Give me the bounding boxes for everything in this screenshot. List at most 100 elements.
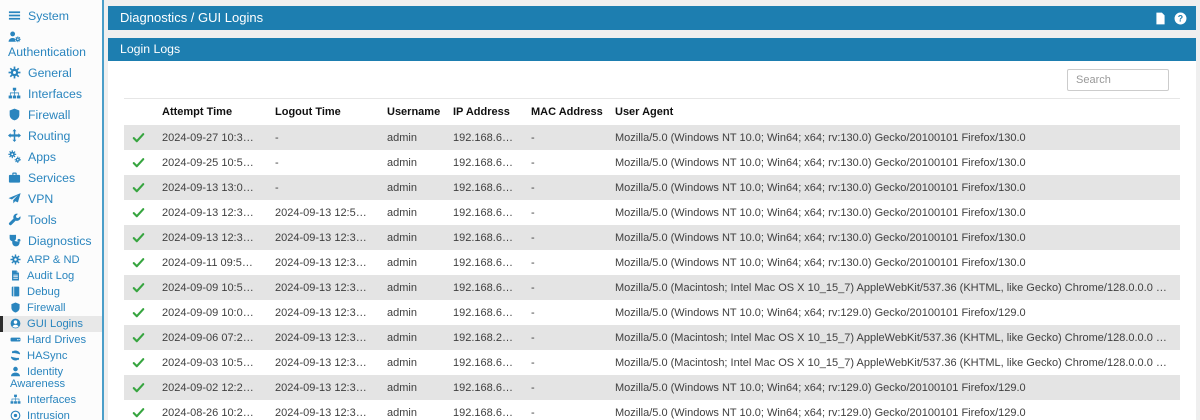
cell-agent: Mozilla/5.0 (Windows NT 10.0; Win64; x64… (615, 256, 1026, 269)
success-check-icon (132, 406, 146, 419)
sidebar-item-general[interactable]: General (0, 63, 102, 84)
sidebar-item-label: Debug (27, 286, 60, 298)
column-header-logout-time: Logout Time (267, 98, 379, 125)
sidebar-item-identity-awareness[interactable]: Identity Awareness (0, 364, 102, 392)
sidebar-item-label: System (28, 9, 69, 23)
sidebar-item-apps[interactable]: Apps (0, 147, 102, 168)
cell-agent: Mozilla/5.0 (Windows NT 10.0; Win64; x64… (615, 131, 1026, 144)
success-check-icon (132, 181, 146, 194)
cell-logout: 2024-09-13 12:59:52 (275, 206, 378, 219)
sidebar-main-nav: System Authentication General Interfaces Fir… (0, 6, 102, 252)
sidebar-item-hasync[interactable]: HASync (0, 348, 102, 364)
cell-logout: 2024-09-13 12:39:32 (275, 281, 378, 294)
cell-ip: 192.168.6.122 (453, 131, 523, 144)
sidebar-item-vpn[interactable]: VPN (0, 189, 102, 210)
login-status-cell (124, 250, 154, 275)
sidebar-item-label: Services (28, 171, 76, 185)
cell-mac: - (531, 131, 535, 144)
cell-agent: Mozilla/5.0 (Windows NT 10.0; Win64; x64… (615, 406, 1026, 419)
sidebar-item-arp-nd[interactable]: ARP & ND (0, 252, 102, 268)
table-row: 2024-09-13 13:00:01- admin 192.168.6.122- M… (124, 175, 1180, 200)
cell-mac: - (531, 231, 535, 244)
cell-logout: - (275, 131, 279, 144)
sidebar-item-diagnostics[interactable]: Diagnostics (0, 231, 102, 252)
cell-attempt: 2024-09-13 13:00:01 (162, 181, 265, 194)
cell-agent: Mozilla/5.0 (Windows NT 10.0; Win64; x64… (615, 206, 1026, 219)
login-status-cell (124, 325, 154, 350)
sidebar-item-tools[interactable]: Tools (0, 210, 102, 231)
breadcrumb: Diagnostics / GUI Logins (120, 10, 264, 25)
cell-ip: 192.168.6.122 (453, 156, 523, 169)
cell-username: admin (387, 206, 417, 219)
cell-attempt: 2024-09-11 09:57:41 (162, 256, 264, 269)
sidebar-item-label: Hard Drives (27, 334, 87, 346)
sidebar-item-intrusion-detection[interactable]: Intrusion Detection (0, 408, 102, 420)
table-row: 2024-09-03 10:59:33 2024-09-13 12:39:32 ad… (124, 350, 1180, 375)
sidebar-item-audit-log[interactable]: Audit Log (0, 268, 102, 284)
help-icon[interactable]: ? (1174, 12, 1187, 25)
sidebar-item-label: Audit Log (27, 270, 75, 282)
column-header-user-agent: User Agent (607, 98, 1180, 125)
table-row: 2024-08-26 10:25:26 2024-09-13 12:39:32 ad… (124, 400, 1180, 420)
sidebar-item-interfaces[interactable]: Interfaces (0, 84, 102, 105)
sidebar-item-debug[interactable]: Debug (0, 284, 102, 300)
breadcrumb-bar: Diagnostics / GUI Logins ? (108, 6, 1196, 30)
login-status-cell (124, 350, 154, 375)
table-row: 2024-09-06 07:26:58 2024-09-13 12:39:32 ad… (124, 325, 1180, 350)
sidebar-item-label: Routing (28, 129, 71, 143)
cell-agent: Mozilla/5.0 (Windows NT 10.0; Win64; x64… (615, 306, 1026, 319)
cell-ip: 192.168.6.122 (453, 306, 523, 319)
sidebar-item-firewall[interactable]: Firewall (0, 105, 102, 126)
sidebar-item-firewall[interactable]: Firewall (0, 300, 102, 316)
sidebar-item-gui-logins[interactable]: GUI Logins (0, 316, 102, 332)
success-check-icon (132, 281, 146, 294)
cell-attempt: 2024-09-06 07:26:58 (162, 331, 265, 344)
sidebar-item-authentication[interactable]: Authentication (0, 27, 102, 63)
sidebar-item-services[interactable]: Services (0, 168, 102, 189)
cell-ip: 192.168.6.55 (453, 281, 518, 294)
sidebar-diagnostics-subnav: ARP & ND Audit Log Debug Firewall GUI Logins… (0, 252, 102, 420)
cell-logout: - (275, 156, 279, 169)
stethoscope-icon (8, 234, 21, 247)
success-check-icon (132, 331, 146, 344)
success-check-icon (132, 206, 146, 219)
cell-username: admin (387, 406, 417, 419)
report-icon[interactable] (1154, 12, 1167, 25)
sidebar-item-routing[interactable]: Routing (0, 126, 102, 147)
cell-mac: - (531, 331, 535, 344)
search-row (124, 69, 1180, 91)
column-header-mac-address: MAC Address (523, 98, 607, 125)
panel-title: Login Logs (120, 42, 181, 56)
cell-agent: Mozilla/5.0 (Windows NT 10.0; Win64; x64… (615, 231, 1026, 244)
cell-logout: 2024-09-13 12:39:32 (275, 256, 378, 269)
cell-mac: - (531, 206, 535, 219)
briefcase-icon (8, 171, 21, 184)
login-status-cell (124, 375, 154, 400)
sidebar-item-label: Tools (28, 213, 57, 227)
shield-icon (10, 302, 21, 313)
success-check-icon (132, 231, 146, 244)
success-check-icon (132, 131, 146, 144)
cell-username: admin (387, 156, 417, 169)
cell-attempt: 2024-09-13 12:39:14 (162, 231, 265, 244)
sidebar-item-interfaces[interactable]: Interfaces (0, 392, 102, 408)
table-header-row: Attempt Time Logout Time Username IP Addres… (124, 98, 1180, 125)
sidebar-item-label: Firewall (27, 302, 66, 314)
cell-logout: - (275, 181, 279, 194)
cell-logout: 2024-09-13 12:39:32 (275, 331, 378, 344)
cell-attempt: 2024-08-26 10:25:26 (162, 406, 265, 419)
sidebar-item-hard-drives[interactable]: Hard Drives (0, 332, 102, 348)
cell-logout: 2024-09-13 12:39:32 (275, 306, 378, 319)
cell-username: admin (387, 306, 417, 319)
gear-icon (10, 254, 21, 265)
sidebar-item-label: VPN (28, 192, 54, 206)
table-row: 2024-09-13 12:39:42 2024-09-13 12:59:52 ad… (124, 200, 1180, 225)
sync-icon (10, 350, 21, 361)
sidebar-item-system[interactable]: System (0, 6, 102, 27)
success-check-icon (132, 306, 146, 319)
sidebar: System Authentication General Interfaces Fir… (0, 0, 104, 420)
panel-header: Login Logs (108, 38, 1196, 61)
search-input[interactable] (1067, 69, 1169, 91)
sidebar-item-label: Interfaces (28, 87, 82, 101)
login-status-cell (124, 300, 154, 325)
